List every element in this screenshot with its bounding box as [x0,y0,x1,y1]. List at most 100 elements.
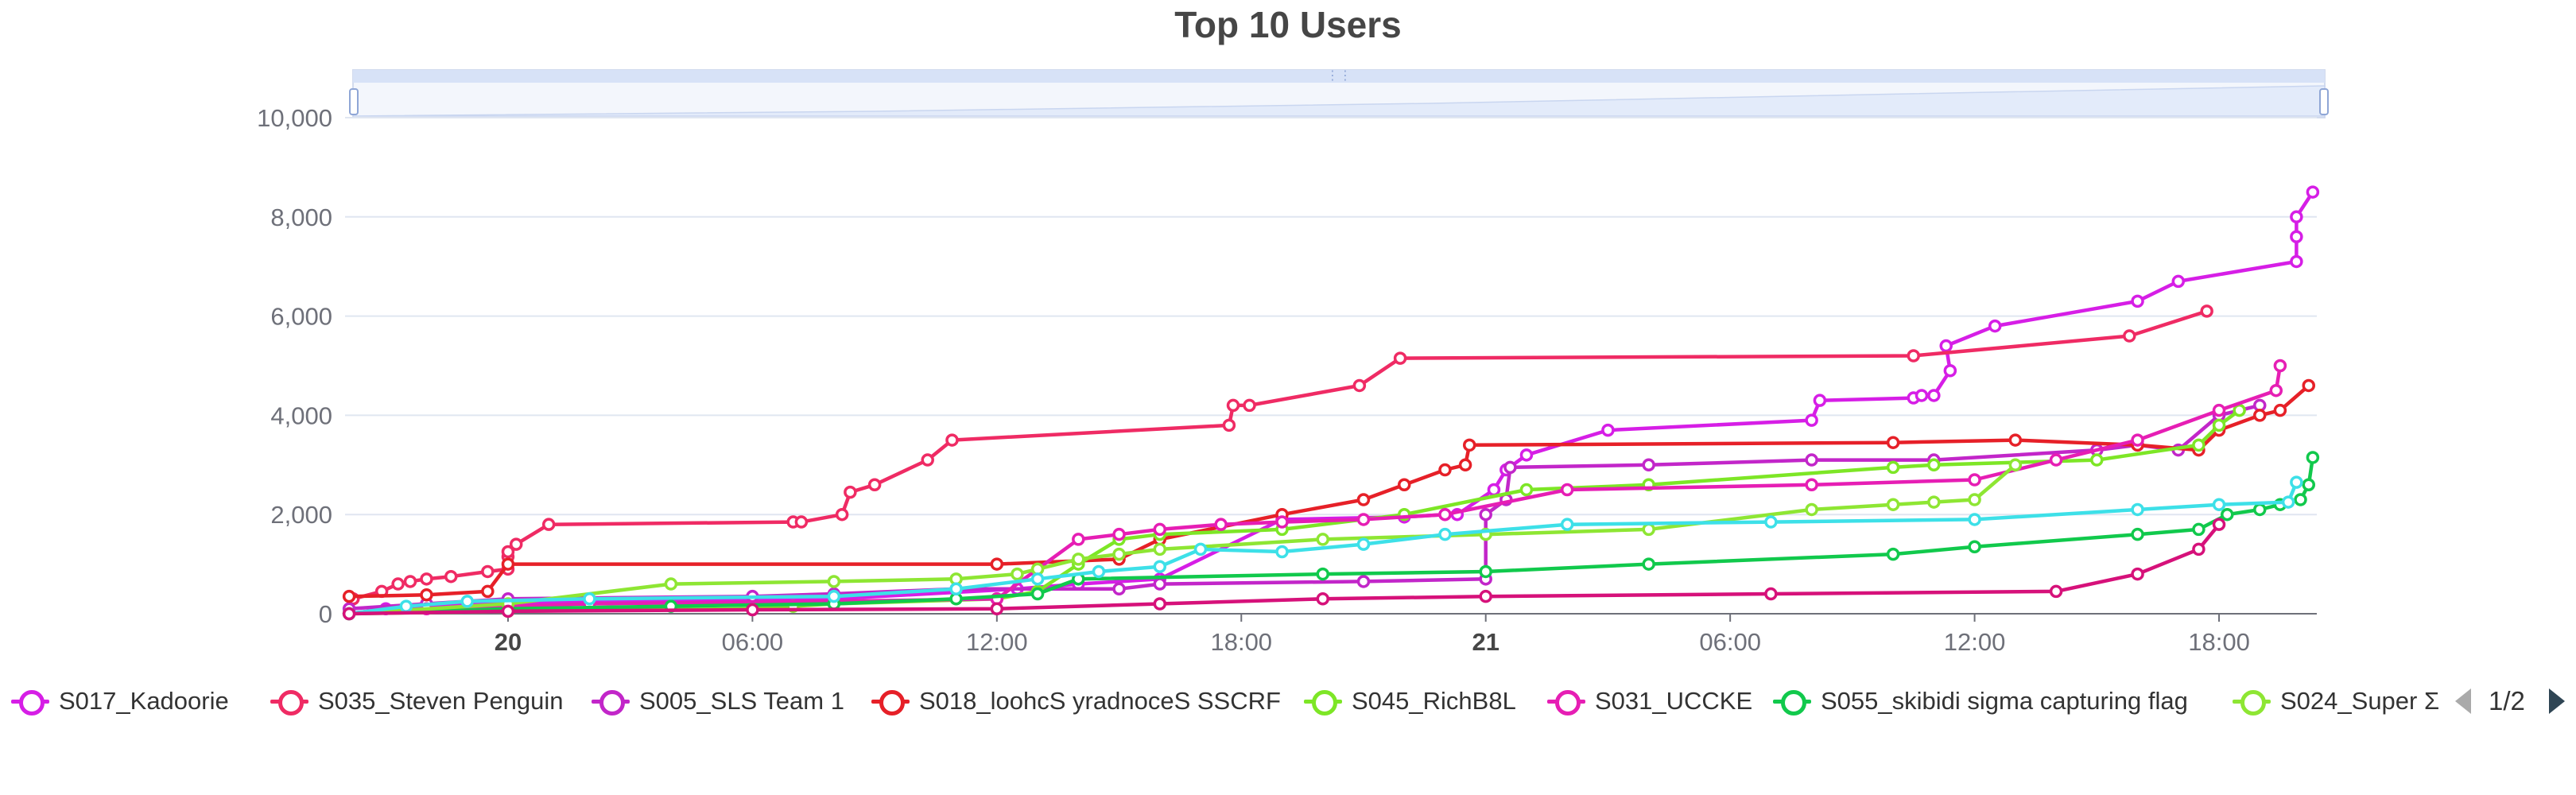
zoom-handle-left[interactable] [349,88,359,115]
data-point[interactable] [1601,423,1615,437]
data-point[interactable] [1519,483,1534,497]
data-point[interactable] [2212,518,2226,531]
data-point[interactable] [1356,575,1371,588]
data-point[interactable] [1503,460,1517,475]
data-point[interactable] [1030,587,1045,601]
data-point[interactable] [1243,398,1256,413]
data-point[interactable] [1222,418,1236,432]
data-point[interactable] [921,453,934,467]
data-point[interactable] [2090,453,2104,467]
series-3[interactable] [342,378,2316,603]
data-point[interactable] [1968,513,1981,526]
legend-item[interactable]: S045_RichB8L [1304,681,1516,722]
data-point[interactable] [1072,553,1085,566]
series-8[interactable] [342,475,2303,621]
data-point[interactable] [1642,557,1655,571]
data-point[interactable] [1943,363,1957,378]
data-point[interactable] [1487,483,1501,497]
data-point[interactable] [2200,304,2213,318]
data-point[interactable] [1438,527,1452,541]
data-point[interactable] [2212,498,2226,511]
data-point[interactable] [2049,584,2063,599]
data-point[interactable] [2290,254,2303,269]
data-point[interactable] [2253,409,2267,422]
data-point[interactable] [2306,185,2320,199]
series-line[interactable] [349,523,2221,616]
data-point[interactable] [2131,502,2144,517]
data-point[interactable] [2008,458,2023,472]
data-point[interactable] [1560,483,1574,497]
data-point[interactable] [1316,533,1330,546]
series-0[interactable] [342,185,2320,621]
data-point[interactable] [2302,378,2316,393]
data-point[interactable] [1886,498,1900,511]
data-point[interactable] [1764,587,1778,601]
data-point[interactable] [1560,518,1574,531]
data-point[interactable] [583,592,596,606]
series-line[interactable] [348,481,2299,616]
data-point[interactable] [1927,458,1941,472]
data-point[interactable] [342,589,356,603]
data-point[interactable] [1352,378,1367,393]
data-point[interactable] [1316,567,1330,581]
data-point[interactable] [1214,518,1228,531]
data-point[interactable] [2290,230,2303,244]
data-point[interactable] [1642,522,1655,537]
data-point[interactable] [1356,493,1371,506]
data-point[interactable] [1072,533,1085,546]
data-point[interactable] [1805,413,1818,427]
data-point[interactable] [2302,478,2316,492]
data-point[interactable] [1968,540,1981,554]
series-6[interactable] [342,451,2320,621]
legend-next-page-button[interactable] [2544,682,2570,720]
data-point[interactable] [1479,564,1492,579]
data-point[interactable] [2131,567,2144,581]
data-point[interactable] [509,537,523,551]
data-point[interactable] [1927,389,1941,402]
data-point[interactable] [1438,463,1452,477]
data-point[interactable] [827,575,841,588]
series-1[interactable] [346,304,2213,606]
data-point[interactable] [1939,339,1953,353]
data-point[interactable] [342,607,356,621]
data-point[interactable] [2306,451,2320,464]
data-point[interactable] [2192,438,2206,452]
data-point[interactable] [990,602,1004,616]
data-point[interactable] [1153,522,1167,537]
data-point[interactable] [2294,493,2307,506]
data-point[interactable] [1764,515,1778,529]
data-point[interactable] [1030,572,1045,586]
data-point[interactable] [1907,349,1920,363]
data-point[interactable] [794,515,809,529]
data-point[interactable] [1988,319,2002,333]
legend-item[interactable]: S018_loohcS yradnoceS SSCRF [871,681,1281,722]
data-point[interactable] [2131,433,2144,447]
data-point[interactable] [945,433,959,447]
data-point[interactable] [2212,403,2226,417]
data-point[interactable] [2008,433,2023,447]
data-point[interactable] [1112,582,1126,596]
data-point[interactable] [1275,515,1289,529]
data-point[interactable] [1458,458,1472,472]
data-point[interactable] [1275,545,1289,559]
data-point[interactable] [1153,542,1167,556]
data-point[interactable] [1479,589,1492,603]
data-point[interactable] [444,569,458,584]
data-point[interactable] [1886,436,1900,449]
data-point[interactable] [1927,495,1941,509]
data-point[interactable] [1438,507,1452,522]
data-point[interactable] [867,478,882,492]
data-point[interactable] [2290,475,2303,489]
data-point[interactable] [2049,453,2063,467]
series-line[interactable] [348,403,2260,611]
legend-prev-page-button[interactable] [2450,682,2476,720]
data-point[interactable] [1813,394,1827,407]
data-point[interactable] [949,582,963,596]
legend-item[interactable]: S031_UCCKE [1547,681,1752,722]
series-line[interactable] [349,384,2310,599]
data-point[interactable] [1011,567,1024,581]
data-point[interactable] [391,577,405,591]
series-2[interactable] [342,398,2267,616]
data-point[interactable] [2253,502,2267,517]
series-line[interactable] [348,463,2017,616]
